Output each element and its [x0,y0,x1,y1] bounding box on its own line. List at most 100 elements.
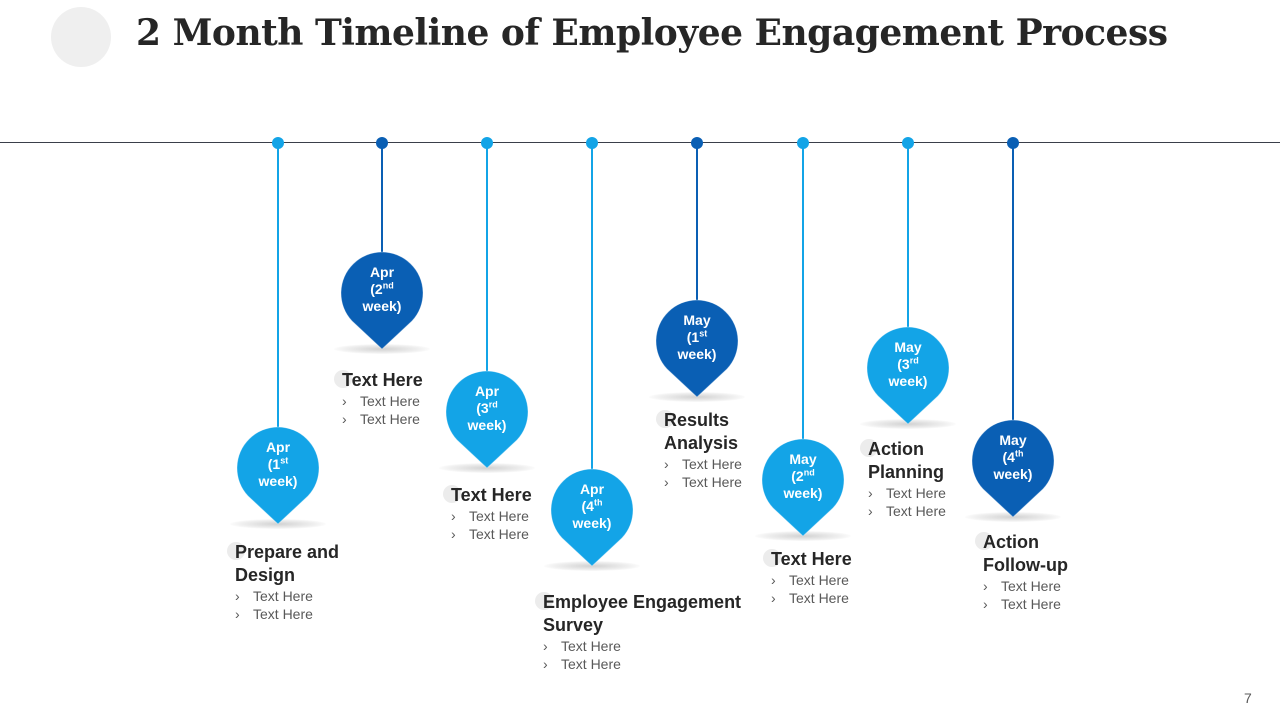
timeline-connector-7 [907,143,909,327]
map-pin-icon [340,251,424,350]
list-item: Text Here [543,637,743,655]
list-item: Text Here [451,507,551,525]
map-pin-icon [971,419,1055,518]
milestone-week-word: week) [783,485,823,501]
milestone-week-number: (1 [686,329,700,345]
milestone-ordinal-suffix: st [699,328,708,339]
milestone-date-label: Apr (4th week) [550,481,634,532]
milestone-text-block-7: Action Planning Text HereText Here [860,438,968,520]
milestone-items: Text HereText Here [342,392,452,428]
milestone-month: Apr [265,439,291,455]
milestone-week-word: week) [572,515,612,531]
list-item: Text Here [771,589,881,607]
list-item: Text Here [342,410,452,428]
milestone-month: May [999,432,1027,448]
milestone-text-block-1: Prepare and DesignText HereText Here [227,541,345,623]
milestone-week-word: week) [993,466,1033,482]
map-pin-icon [445,370,529,469]
milestone-items: Text HereText Here [664,455,754,491]
milestone-pin-1: Apr (1st week) [236,425,320,525]
milestone-ordinal-suffix: th [1014,448,1024,459]
milestone-heading: Results Analysis [664,410,739,453]
milestone-week-word: week) [677,346,717,362]
list-item: Text Here [771,571,881,589]
milestone-text-block-2: Text HereText HereText Here [334,369,452,428]
milestone-heading: Prepare and Design [235,542,340,585]
timeline-connector-8 [1012,143,1014,420]
list-item: Text Here [342,392,452,410]
milestone-heading: Text Here [771,549,852,569]
decorative-circle [51,7,111,67]
milestone-pin-7: May (3rd week) [866,325,950,425]
page-number: 7 [1244,690,1252,706]
milestone-pin-4: Apr (4th week) [550,467,634,567]
page-title: 2 Month Timeline of Employee Engagement … [136,12,1168,54]
milestone-pin-3: Apr (3rd week) [445,369,529,469]
list-item: Text Here [664,473,754,491]
list-item: Text Here [235,605,345,623]
map-pin-icon [550,468,634,567]
timeline-axis [0,142,1280,143]
heading-bullet-icon [656,410,674,428]
list-item: Text Here [983,595,1078,613]
milestone-week-number: (3 [897,356,910,372]
milestone-ordinal-suffix: rd [909,355,919,366]
milestone-month: May [894,339,922,355]
map-pin-icon [236,426,320,525]
map-pin-icon [866,326,950,425]
milestone-ordinal-suffix: nd [382,280,394,291]
timeline-connector-5 [696,143,698,300]
list-item: Text Here [983,577,1078,595]
milestone-week-number: (3 [476,400,489,416]
milestone-week-number: (4 [581,498,594,514]
milestone-date-label: Apr (3rd week) [445,383,529,434]
map-pin-icon [655,299,739,398]
heading-bullet-icon [860,439,878,457]
list-item: Text Here [543,655,743,673]
heading-bullet-icon [763,549,781,567]
timeline-connector-6 [802,143,804,439]
milestone-heading: Text Here [451,485,532,505]
list-item: Text Here [451,525,551,543]
milestone-date-label: May (3rd week) [866,339,950,390]
milestone-items: Text HereText Here [235,587,345,623]
milestone-ordinal-suffix: th [593,497,603,508]
milestone-ordinal-suffix: rd [488,399,498,410]
milestone-week-word: week) [362,298,402,314]
milestone-text-block-3: Text HereText HereText Here [443,484,551,543]
milestone-text-block-4: Employee Engagement SurveyText HereText … [535,591,743,673]
milestone-items: Text HereText Here [983,577,1078,613]
milestone-month: May [683,312,711,328]
timeline-connector-4 [591,143,593,469]
milestone-date-label: May (1st week) [655,312,739,363]
milestone-heading: Action Planning [868,439,944,482]
milestone-week-word: week) [467,417,507,433]
milestone-pin-5: May (1st week) [655,298,739,398]
heading-bullet-icon [975,532,993,550]
list-item: Text Here [868,484,968,502]
milestone-ordinal-suffix: st [280,455,289,466]
milestone-items: Text HereText Here [543,637,743,673]
heading-bullet-icon [334,370,352,388]
milestone-pin-8: May (4th week) [971,418,1055,518]
milestone-heading: Employee Engagement Survey [543,592,742,635]
milestone-ordinal-suffix: nd [803,467,815,478]
milestone-date-label: May (4th week) [971,432,1055,483]
heading-bullet-icon [227,542,245,560]
timeline-connector-3 [486,143,488,371]
list-item: Text Here [235,587,345,605]
milestone-month: Apr [474,383,500,399]
map-pin-icon [761,438,845,537]
milestone-week-number: (2 [791,468,804,484]
milestone-week-number: (1 [267,456,281,472]
heading-bullet-icon [535,592,553,610]
milestone-week-word: week) [258,473,298,489]
list-item: Text Here [868,502,968,520]
milestone-month: Apr [579,481,605,497]
milestone-date-label: Apr (2nd week) [340,264,424,315]
milestone-text-block-5: Results AnalysisText HereText Here [656,409,754,491]
milestone-pin-6: May (2nd week) [761,437,845,537]
milestone-items: Text HereText Here [771,571,881,607]
timeline-connector-1 [277,143,279,427]
milestone-heading: Text Here [342,370,423,390]
